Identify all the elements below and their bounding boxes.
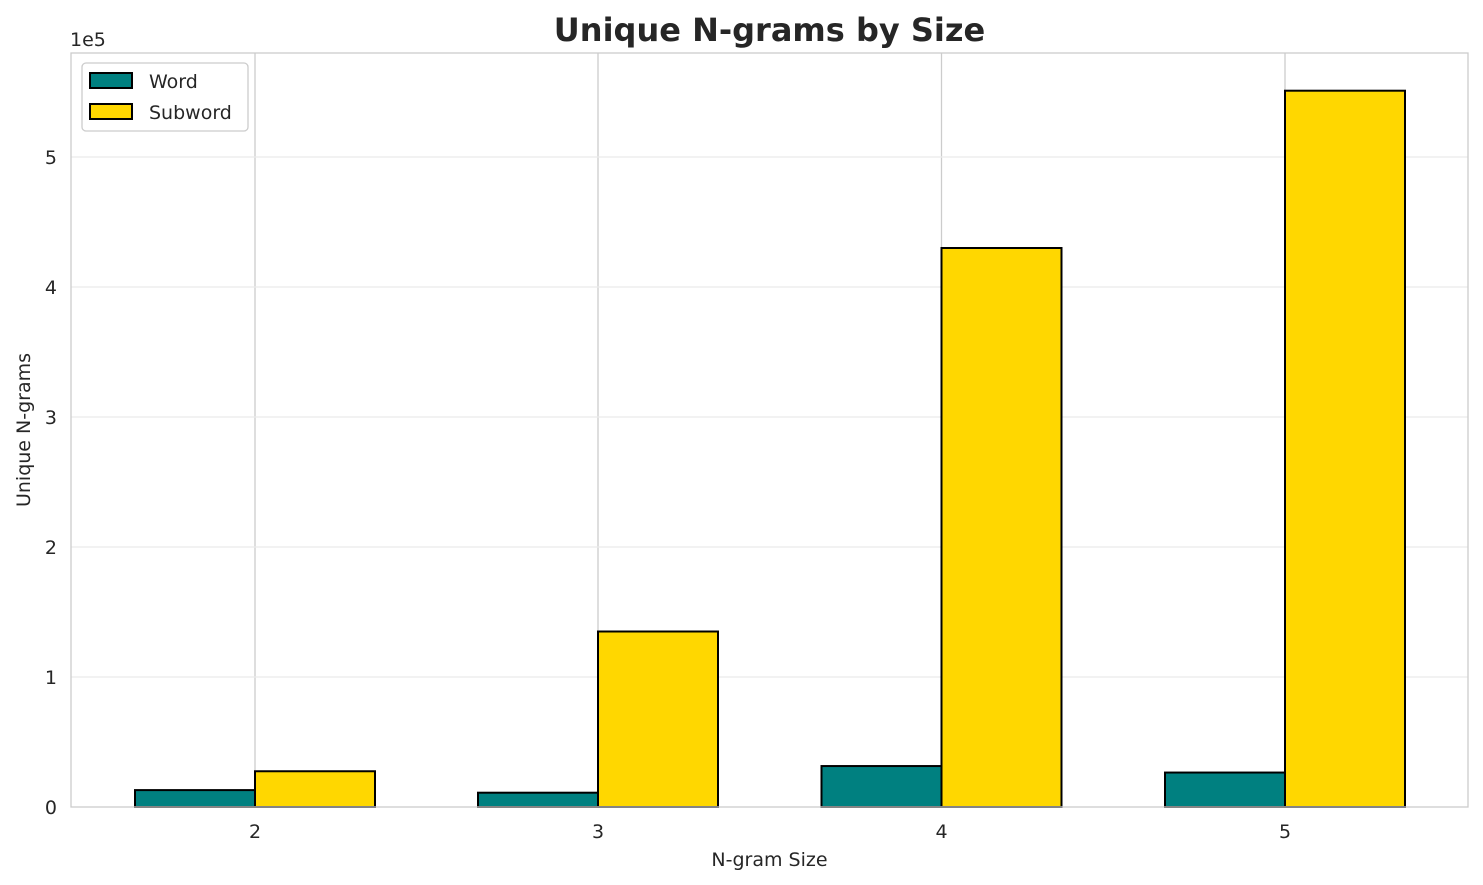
x-tick-label: 5 (1279, 821, 1291, 843)
legend-label-word: Word (149, 71, 198, 93)
y-tick-label: 2 (45, 537, 57, 559)
y-tick-label: 5 (45, 147, 57, 169)
bar-subword-2 (254, 770, 376, 808)
x-axis-label: N-gram Size (711, 849, 827, 871)
x-tick-label: 2 (249, 821, 261, 843)
chart-title: Unique N-grams by Size (554, 11, 985, 49)
bar-word-3 (477, 791, 599, 809)
legend-swatch-subword (89, 103, 133, 120)
y-axis-label: Unique N-grams (13, 353, 35, 507)
bar-subword-3 (597, 630, 719, 808)
y-ticks: 0 1 2 3 4 5 (45, 147, 57, 819)
y-tick-label: 3 (45, 407, 57, 429)
plot-frame (70, 52, 1469, 808)
x-ticks: 2 3 4 5 (249, 821, 1291, 843)
legend: Word Subword (81, 62, 249, 132)
grid (71, 53, 1468, 807)
bar-word-2 (134, 789, 256, 808)
bar-word-5 (1164, 771, 1286, 808)
x-tick-label: 4 (935, 821, 947, 843)
y-tick-label: 0 (45, 797, 57, 819)
x-tick-label: 3 (592, 821, 604, 843)
y-axis-offset-label: 1e5 (70, 29, 106, 51)
bars (134, 89, 1406, 809)
bar-subword-4 (940, 247, 1063, 808)
y-tick-label: 4 (45, 277, 57, 299)
y-tick-label: 1 (45, 667, 57, 689)
bar-subword-5 (1284, 89, 1406, 808)
bar-word-4 (820, 765, 943, 808)
legend-swatch-word (89, 72, 133, 89)
legend-label-subword: Subword (149, 102, 232, 124)
